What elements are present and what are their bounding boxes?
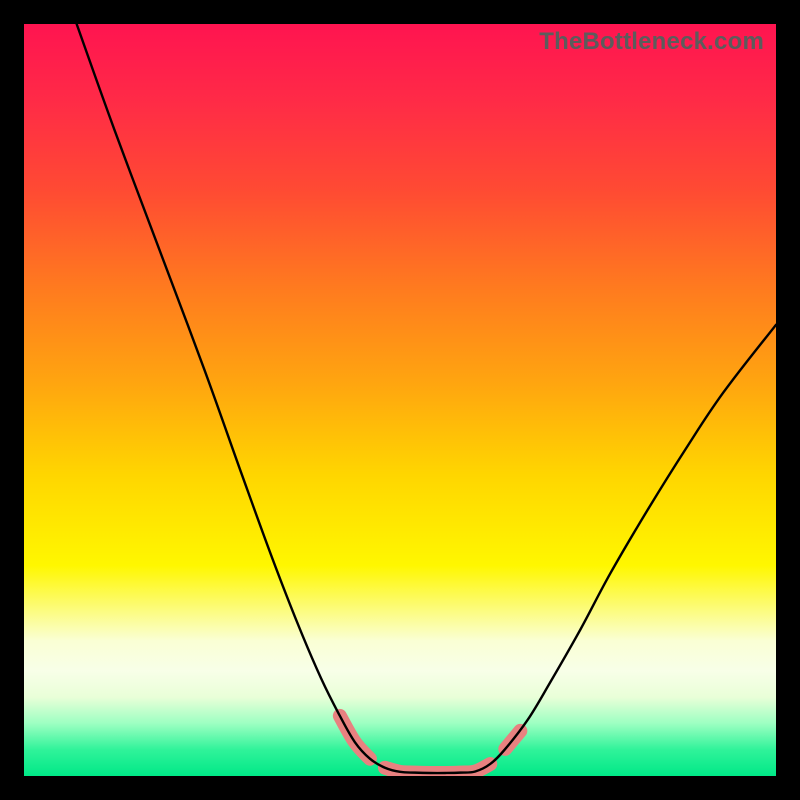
plot-area: TheBottleneck.com [24, 24, 776, 776]
bottleneck-curve-chart [24, 24, 776, 776]
watermark-text: TheBottleneck.com [539, 28, 764, 56]
curve-lines [77, 24, 776, 773]
v-curve [77, 24, 776, 773]
highlight-band [340, 716, 520, 773]
outer-frame: TheBottleneck.com [0, 0, 800, 800]
